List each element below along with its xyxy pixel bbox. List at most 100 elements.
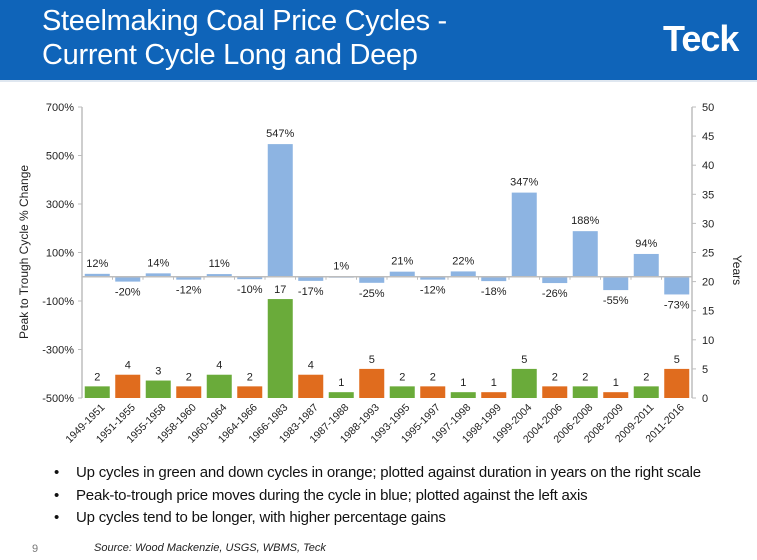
left-axis-tick-label: 100%	[46, 248, 74, 260]
duration-label: 5	[369, 354, 375, 366]
duration-label: 1	[613, 377, 619, 389]
price-move-bar	[511, 192, 537, 277]
price-move-label: -10%	[237, 284, 263, 296]
bullet-item: • Up cycles in green and down cycles in o…	[50, 462, 701, 485]
bullet-item: • Peak-to-trough price moves during the c…	[50, 485, 701, 508]
bullet-icon: •	[54, 486, 60, 504]
price-move-bar	[237, 276, 263, 280]
title-line-2: Current Cycle Long and Deep	[42, 39, 418, 71]
price-move-label: -18%	[481, 286, 507, 298]
up-cycle-bar	[511, 368, 537, 398]
duration-label: 4	[216, 360, 222, 372]
price-move-bar	[389, 271, 415, 277]
duration-label: 2	[247, 371, 253, 383]
duration-label: 1	[491, 377, 497, 389]
price-move-label: 14%	[147, 257, 169, 269]
up-cycle-bar	[145, 380, 171, 398]
teck-logo: Teck	[663, 18, 739, 59]
left-axis-tick-label: 300%	[46, 199, 74, 211]
axes-layer: 700%500%300%100%-100%-300%-500%504540353…	[42, 102, 714, 405]
price-move-label: -12%	[176, 285, 202, 297]
price-move-label: -20%	[115, 287, 141, 299]
price-move-bar	[420, 276, 446, 280]
duration-label: 1	[460, 377, 466, 389]
duration-label: 2	[399, 371, 405, 383]
up-cycle-bar	[572, 386, 598, 398]
price-move-bar	[145, 273, 171, 277]
right-axis-tick-label: 20	[702, 277, 714, 289]
price-move-label: 12%	[86, 258, 108, 270]
duration-label: 1	[338, 377, 344, 389]
left-axis-tick-label: -500%	[42, 393, 74, 405]
price-move-bar	[603, 276, 629, 291]
left-axis-tick-label: -100%	[42, 296, 74, 308]
down-cycle-bar	[115, 374, 141, 398]
down-cycle-bar	[176, 386, 202, 398]
price-move-bar	[572, 231, 598, 277]
price-move-label: 94%	[635, 238, 657, 250]
price-move-bar	[542, 276, 568, 284]
slide-header: Steelmaking Coal Price Cycles - Current …	[0, 0, 757, 80]
duration-label: 3	[155, 366, 161, 378]
price-move-bar	[481, 276, 507, 282]
duration-label: 2	[643, 371, 649, 383]
price-move-label: 21%	[391, 256, 413, 268]
right-axis-tick-label: 50	[702, 102, 714, 114]
price-move-bar	[633, 253, 659, 277]
price-move-label: 1%	[333, 261, 349, 273]
price-move-label: -12%	[420, 285, 446, 297]
page-number: 9	[32, 543, 39, 555]
price-move-bar	[359, 276, 385, 283]
duration-label: 4	[308, 360, 314, 372]
price-move-label: 11%	[209, 258, 230, 270]
down-cycle-bar	[359, 368, 385, 398]
bars-layer	[84, 144, 690, 398]
duration-label: 2	[430, 371, 436, 383]
price-move-bar	[84, 273, 110, 277]
price-move-bar	[115, 276, 141, 282]
price-move-bar	[664, 276, 690, 295]
price-move-label: 22%	[452, 255, 474, 267]
duration-label: 17	[274, 284, 286, 296]
up-cycle-bar	[206, 374, 232, 398]
up-cycle-bar	[84, 386, 110, 398]
slide-title: Steelmaking Coal Price Cycles - Current …	[42, 4, 447, 72]
down-cycle-bar	[298, 374, 324, 398]
price-move-label: -26%	[542, 288, 568, 300]
price-move-bar	[206, 274, 232, 277]
left-axis-tick-label: 700%	[46, 102, 74, 114]
duration-label: 2	[582, 371, 588, 383]
down-cycle-bar	[603, 392, 629, 398]
price-move-label: 347%	[510, 177, 538, 189]
price-move-label: -17%	[298, 286, 324, 298]
bullet-list: • Up cycles in green and down cycles in o…	[50, 462, 701, 530]
right-axis-tick-label: 25	[702, 248, 714, 260]
duration-label: 2	[94, 371, 100, 383]
right-axis-tick-label: 0	[702, 393, 708, 405]
right-axis-tick-label: 45	[702, 131, 714, 143]
title-line-1: Steelmaking Coal Price Cycles -	[42, 5, 447, 37]
price-move-label: -55%	[603, 295, 629, 307]
down-cycle-bar	[542, 386, 568, 398]
right-axis-tick-label: 5	[702, 364, 708, 376]
price-move-bar	[298, 276, 324, 281]
price-move-label: -73%	[664, 299, 690, 311]
up-cycle-bar	[328, 392, 354, 398]
right-axis-tick-label: 15	[702, 306, 714, 318]
right-axis-tick-label: 30	[702, 218, 714, 230]
up-cycle-bar	[267, 299, 293, 398]
bullet-icon: •	[54, 464, 60, 481]
price-move-label: 188%	[571, 215, 599, 227]
price-move-label: 547%	[266, 128, 294, 140]
up-cycle-bar	[633, 386, 659, 398]
duration-label: 5	[674, 354, 680, 366]
price-move-bar	[450, 271, 476, 277]
right-axis-tick-label: 40	[702, 160, 714, 172]
price-move-label: -25%	[359, 288, 385, 300]
price-move-bar	[267, 144, 293, 277]
duration-label: 5	[521, 354, 527, 366]
down-cycle-bar	[481, 392, 507, 398]
duration-label: 4	[125, 360, 131, 372]
bullet-item: • Up cycles tend to be longer, with highe…	[50, 507, 701, 530]
duration-label: 2	[552, 371, 558, 383]
